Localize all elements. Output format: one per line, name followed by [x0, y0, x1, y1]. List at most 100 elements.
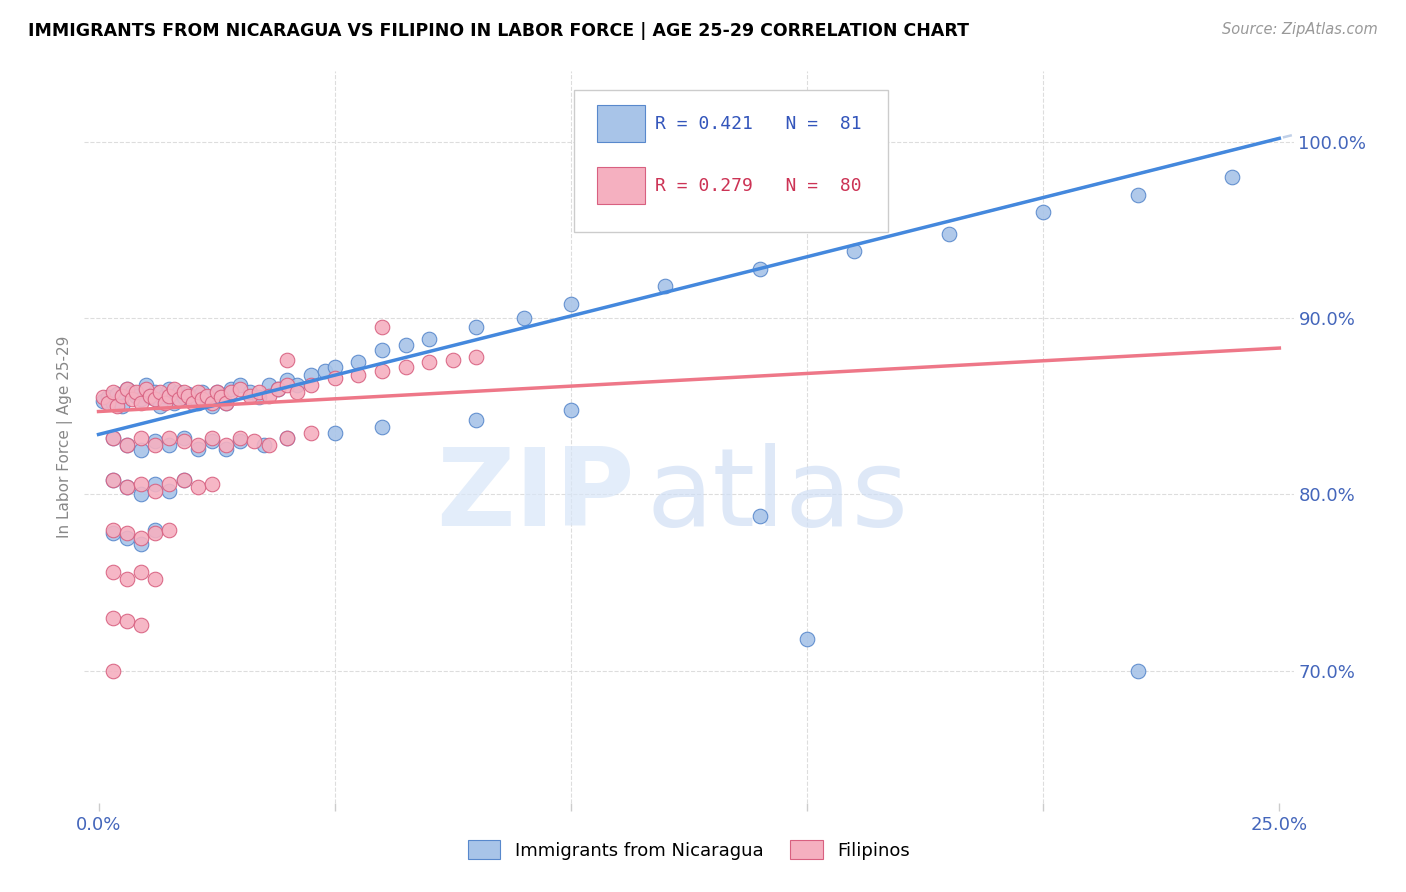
Point — [115, 438, 138, 452]
Point — [219, 385, 242, 400]
Point — [101, 473, 124, 487]
Point — [143, 438, 166, 452]
Point — [205, 385, 228, 400]
Point — [129, 617, 152, 632]
Point — [215, 395, 238, 409]
Point — [115, 382, 138, 396]
Point — [201, 399, 224, 413]
Point — [173, 473, 195, 487]
Point — [195, 389, 218, 403]
Point — [101, 385, 124, 400]
Point — [209, 391, 232, 405]
Point — [107, 387, 129, 401]
Point — [209, 391, 232, 405]
Point — [129, 431, 152, 445]
Point — [101, 431, 124, 445]
Point — [229, 382, 252, 396]
Point — [371, 420, 394, 434]
Point — [97, 391, 120, 405]
Point — [347, 355, 370, 369]
Point — [299, 425, 322, 440]
Point — [121, 392, 143, 407]
Point — [157, 389, 180, 403]
Point — [157, 431, 180, 445]
Point — [115, 480, 138, 494]
Point — [149, 385, 172, 400]
FancyBboxPatch shape — [598, 167, 645, 203]
Point — [560, 297, 582, 311]
Point — [418, 332, 440, 346]
Point — [139, 389, 162, 403]
Point — [243, 434, 266, 449]
Point — [143, 572, 166, 586]
Point — [191, 385, 214, 400]
Point — [394, 360, 416, 375]
Point — [215, 438, 238, 452]
Point — [97, 395, 120, 409]
Point — [157, 438, 180, 452]
Point — [149, 399, 172, 413]
Point — [125, 385, 148, 400]
Point — [157, 523, 180, 537]
Point — [441, 353, 464, 368]
Point — [157, 483, 180, 498]
Point — [143, 434, 166, 449]
Point — [181, 392, 204, 407]
Point — [115, 438, 138, 452]
Point — [215, 442, 238, 456]
Point — [187, 385, 209, 400]
Point — [314, 364, 336, 378]
Text: ZIP: ZIP — [436, 442, 634, 549]
Point — [229, 378, 252, 392]
Point — [276, 373, 298, 387]
Point — [167, 385, 190, 400]
Point — [101, 664, 124, 678]
Point — [229, 434, 252, 449]
Point — [91, 393, 114, 408]
Point — [371, 320, 394, 334]
Text: R = 0.279   N =  80: R = 0.279 N = 80 — [655, 178, 862, 195]
Point — [115, 526, 138, 541]
Point — [371, 364, 394, 378]
Point — [115, 572, 138, 586]
Point — [257, 378, 280, 392]
Point — [201, 431, 224, 445]
Point — [299, 368, 322, 382]
Point — [129, 565, 152, 579]
Point — [143, 526, 166, 541]
Point — [1220, 170, 1243, 185]
Point — [129, 487, 152, 501]
Point — [512, 311, 534, 326]
Point — [285, 378, 308, 392]
Y-axis label: In Labor Force | Age 25-29: In Labor Force | Age 25-29 — [58, 336, 73, 538]
Point — [143, 523, 166, 537]
Point — [276, 431, 298, 445]
Point — [191, 392, 214, 407]
Point — [121, 385, 143, 400]
Point — [323, 360, 346, 375]
Point — [215, 395, 238, 409]
Point — [371, 343, 394, 357]
Point — [91, 391, 114, 405]
Point — [239, 385, 262, 400]
Point — [173, 385, 195, 400]
Point — [247, 391, 270, 405]
Point — [143, 483, 166, 498]
Point — [187, 480, 209, 494]
Point — [143, 385, 166, 400]
Point — [129, 392, 152, 407]
Point — [465, 413, 488, 427]
Point — [135, 382, 157, 396]
Point — [177, 389, 200, 403]
Point — [239, 389, 262, 403]
Point — [173, 473, 195, 487]
Point — [181, 395, 204, 409]
Point — [101, 431, 124, 445]
Text: atlas: atlas — [647, 442, 908, 549]
Point — [560, 402, 582, 417]
Point — [101, 473, 124, 487]
Point — [101, 611, 124, 625]
FancyBboxPatch shape — [598, 105, 645, 142]
Point — [219, 382, 242, 396]
Point — [418, 355, 440, 369]
